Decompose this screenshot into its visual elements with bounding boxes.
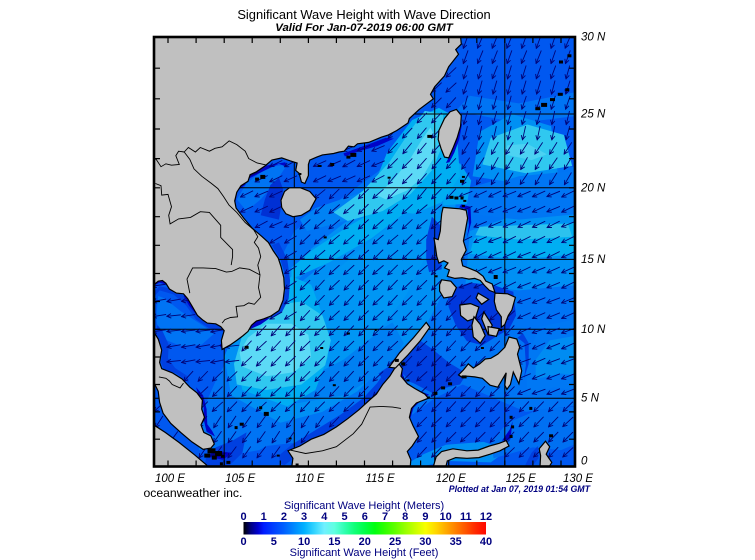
svg-text:100 E: 100 E: [155, 473, 185, 485]
svg-text:3: 3: [301, 511, 307, 523]
svg-text:5: 5: [271, 536, 277, 548]
svg-text:Significant Wave Height (Meter: Significant Wave Height (Meters): [284, 500, 444, 512]
svg-text:6: 6: [362, 511, 368, 523]
svg-text:4: 4: [321, 511, 328, 523]
svg-text:Valid For Jan-07-2019 06:00 GM: Valid For Jan-07-2019 06:00 GMT: [275, 22, 454, 34]
svg-text:8: 8: [402, 511, 408, 523]
svg-text:130 E: 130 E: [563, 473, 593, 485]
svg-text:5: 5: [341, 511, 347, 523]
svg-text:40: 40: [480, 536, 492, 548]
svg-text:12: 12: [480, 511, 492, 523]
svg-text:oceanweather inc.: oceanweather inc.: [144, 486, 243, 500]
svg-text:9: 9: [422, 511, 428, 523]
svg-text:15: 15: [328, 536, 340, 548]
svg-text:20: 20: [359, 536, 371, 548]
svg-text:120 E: 120 E: [436, 473, 466, 485]
svg-text:35: 35: [450, 536, 462, 548]
svg-text:30 N: 30 N: [581, 32, 606, 44]
svg-text:25: 25: [389, 536, 401, 548]
svg-text:30: 30: [419, 536, 431, 548]
svg-text:20 N: 20 N: [580, 182, 606, 194]
svg-text:0: 0: [240, 511, 246, 523]
svg-text:2: 2: [281, 511, 287, 523]
svg-text:25 N: 25 N: [580, 109, 606, 121]
svg-text:1: 1: [261, 511, 267, 523]
svg-text:0: 0: [581, 456, 588, 468]
svg-text:Significant Wave Height with W: Significant Wave Height with Wave Direct…: [237, 7, 490, 22]
svg-text:10 N: 10 N: [581, 324, 606, 336]
svg-text:105 E: 105 E: [225, 473, 255, 485]
svg-text:115 E: 115 E: [366, 473, 396, 485]
svg-text:11: 11: [460, 511, 472, 523]
svg-text:7: 7: [382, 511, 388, 523]
svg-text:10: 10: [439, 511, 451, 523]
svg-text:5 N: 5 N: [581, 393, 600, 405]
svg-text:Significant Wave Height (Feet): Significant Wave Height (Feet): [290, 547, 439, 559]
svg-text:Plotted at Jan 07, 2019 01:54: Plotted at Jan 07, 2019 01:54 GMT: [449, 484, 591, 494]
svg-text:110 E: 110 E: [295, 473, 325, 485]
svg-text:0: 0: [240, 536, 246, 548]
svg-text:15 N: 15 N: [581, 254, 606, 266]
svg-text:10: 10: [298, 536, 310, 548]
svg-text:125 E: 125 E: [506, 473, 536, 485]
